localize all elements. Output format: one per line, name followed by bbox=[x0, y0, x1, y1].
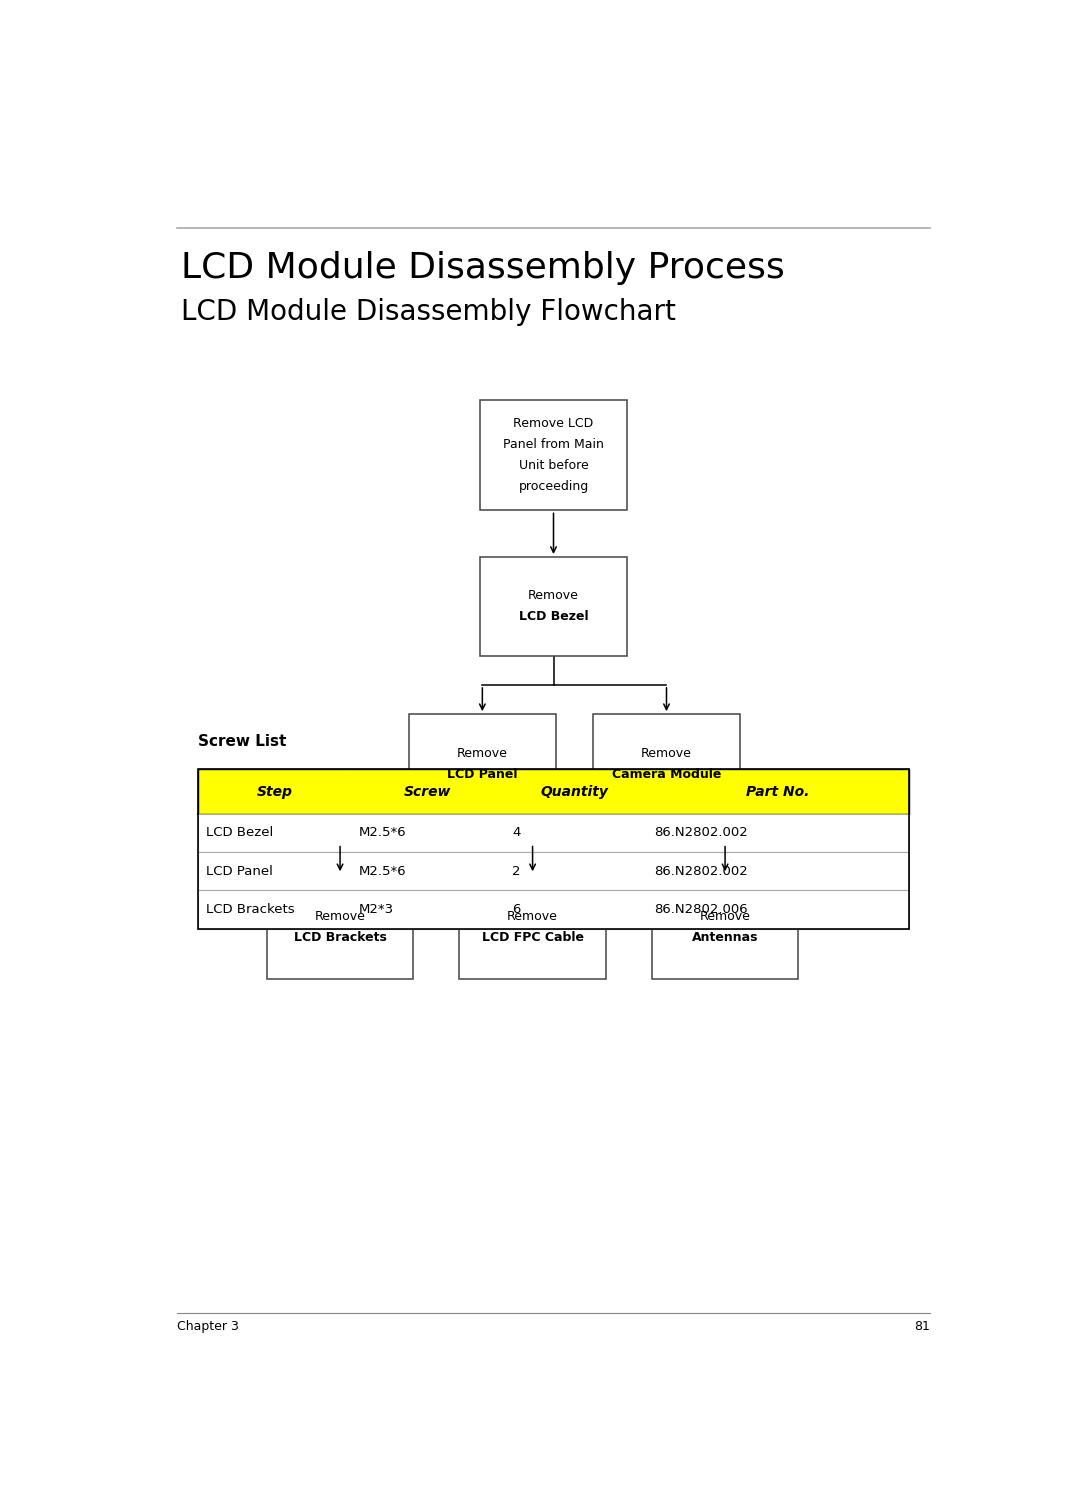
Text: 86.N2802.002: 86.N2802.002 bbox=[654, 865, 748, 878]
Text: Remove: Remove bbox=[457, 747, 508, 759]
Text: Part No.: Part No. bbox=[746, 785, 809, 798]
Text: 86.N2802.006: 86.N2802.006 bbox=[654, 903, 748, 916]
Text: LCD Bezel: LCD Bezel bbox=[206, 827, 273, 839]
Text: LCD Panel: LCD Panel bbox=[206, 865, 273, 878]
Text: 86.N2802.002: 86.N2802.002 bbox=[654, 827, 748, 839]
Bar bbox=[198, 813, 909, 853]
Text: Screw List: Screw List bbox=[198, 735, 286, 750]
Bar bbox=[481, 556, 626, 656]
Text: 2: 2 bbox=[512, 865, 521, 878]
Text: Remove: Remove bbox=[700, 910, 751, 922]
Text: 4: 4 bbox=[512, 827, 521, 839]
Text: Remove: Remove bbox=[642, 747, 692, 759]
Bar bbox=[198, 770, 909, 928]
Text: Antennas: Antennas bbox=[692, 930, 758, 943]
Text: M2*3: M2*3 bbox=[360, 903, 394, 916]
Text: Unit before: Unit before bbox=[518, 460, 589, 472]
Text: 81: 81 bbox=[915, 1320, 930, 1334]
Bar bbox=[593, 714, 740, 813]
Text: LCD Brackets: LCD Brackets bbox=[294, 930, 387, 943]
Text: LCD Module Disassembly Flowchart: LCD Module Disassembly Flowchart bbox=[181, 298, 676, 327]
Bar bbox=[459, 874, 606, 978]
Text: Remove: Remove bbox=[508, 910, 558, 922]
Text: proceeding: proceeding bbox=[518, 479, 589, 493]
Bar bbox=[198, 891, 909, 928]
Text: Remove LCD: Remove LCD bbox=[513, 417, 594, 429]
Text: LCD Brackets: LCD Brackets bbox=[206, 903, 295, 916]
Text: Chapter 3: Chapter 3 bbox=[177, 1320, 239, 1334]
Bar bbox=[198, 853, 909, 891]
Bar bbox=[198, 770, 909, 813]
Text: Camera Module: Camera Module bbox=[611, 768, 721, 780]
Text: M2.5*6: M2.5*6 bbox=[360, 827, 407, 839]
Text: Quantity: Quantity bbox=[541, 785, 609, 798]
Text: LCD FPC Cable: LCD FPC Cable bbox=[482, 930, 583, 943]
Bar bbox=[409, 714, 555, 813]
Bar bbox=[481, 399, 626, 511]
Text: M2.5*6: M2.5*6 bbox=[360, 865, 407, 878]
Text: Panel from Main: Panel from Main bbox=[503, 438, 604, 451]
Text: LCD Panel: LCD Panel bbox=[447, 768, 517, 780]
Bar bbox=[652, 874, 798, 978]
Text: Screw: Screw bbox=[404, 785, 451, 798]
Text: LCD Bezel: LCD Bezel bbox=[518, 611, 589, 623]
Text: Remove: Remove bbox=[314, 910, 365, 922]
Text: LCD Module Disassembly Process: LCD Module Disassembly Process bbox=[181, 251, 785, 286]
Text: Remove: Remove bbox=[528, 590, 579, 602]
Text: Step: Step bbox=[256, 785, 293, 798]
Bar bbox=[267, 874, 414, 978]
Text: 6: 6 bbox=[512, 903, 521, 916]
